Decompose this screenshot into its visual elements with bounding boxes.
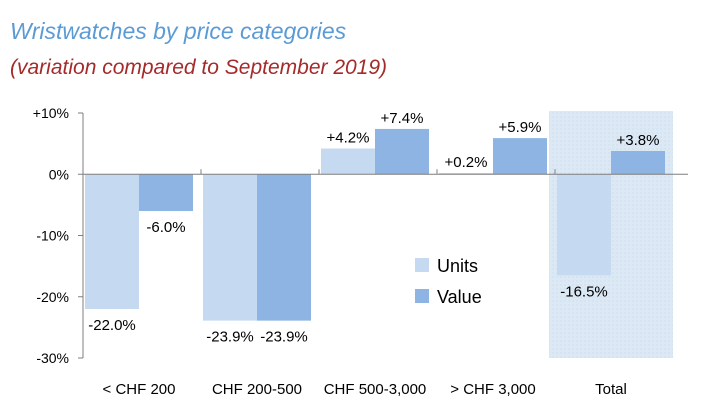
bar-value	[493, 138, 547, 175]
data-label-units: +0.2%	[445, 154, 488, 171]
chart-title: Wristwatches by price categories	[10, 18, 347, 44]
bar-units	[321, 148, 375, 175]
bar-units	[85, 174, 139, 309]
x-category-label: < CHF 200	[103, 381, 176, 398]
bar-value	[257, 174, 311, 321]
bar-value	[139, 174, 193, 211]
x-category-label: CHF 200-500	[212, 381, 302, 398]
data-label-value: -23.9%	[260, 329, 308, 346]
y-tick-label: +10%	[33, 105, 69, 121]
legend-swatch-value	[415, 289, 429, 303]
legend-label-units: Units	[437, 256, 478, 276]
x-category-label: Total	[595, 381, 627, 398]
data-label-units: -22.0%	[88, 317, 136, 334]
bar-value	[375, 128, 429, 175]
bar-value	[611, 150, 665, 175]
data-label-units: -16.5%	[560, 283, 608, 300]
chart-subtitle: (variation compared to September 2019)	[10, 56, 388, 79]
bar-units	[557, 174, 611, 276]
x-category-label: CHF 500-3,000	[324, 381, 427, 398]
data-label-value: +7.4%	[381, 110, 424, 127]
x-category-label: > CHF 3,000	[450, 381, 535, 398]
data-label-value: +5.9%	[499, 119, 542, 136]
data-label-value: +3.8%	[617, 132, 660, 149]
y-tick-label: 0%	[49, 166, 69, 182]
data-label-value: -6.0%	[146, 219, 185, 236]
data-label-units: -23.9%	[206, 329, 254, 346]
y-tick-label: -30%	[36, 350, 69, 366]
legend-swatch-units	[415, 258, 429, 272]
bar-units	[439, 173, 493, 175]
data-label-units: +4.2%	[327, 130, 370, 147]
legend-label-value: Value	[437, 287, 482, 307]
y-tick-label: -10%	[36, 228, 69, 244]
y-tick-label: -20%	[36, 289, 69, 305]
bar-units	[203, 174, 257, 321]
